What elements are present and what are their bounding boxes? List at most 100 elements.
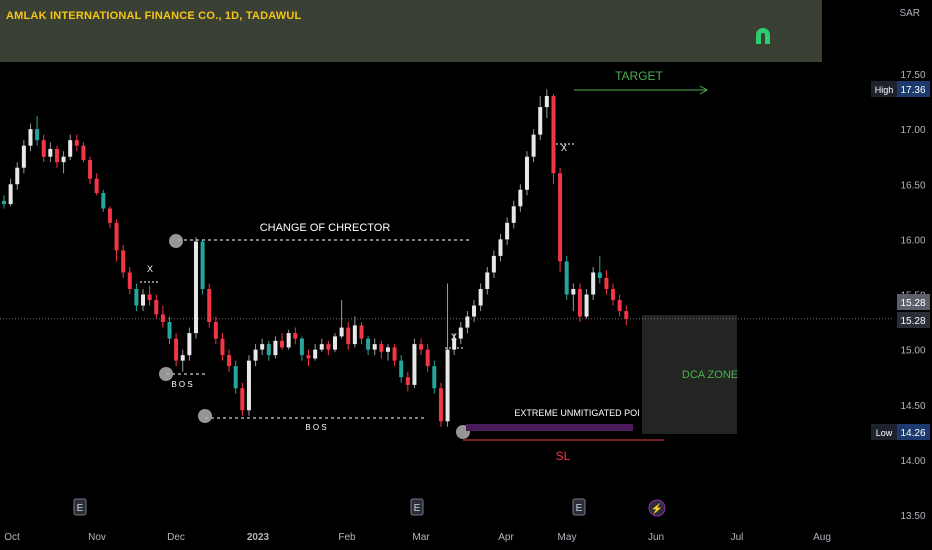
candle-body bbox=[240, 388, 245, 411]
axes-layer: 17.5017.0016.5016.0015.5015.0014.5014.00… bbox=[4, 70, 930, 543]
candle-body bbox=[505, 222, 510, 240]
candle-body bbox=[154, 300, 159, 315]
candle-body bbox=[352, 325, 357, 345]
poi-label: EXTREME UNMITIGATED POI bbox=[514, 408, 639, 418]
candle-body bbox=[597, 272, 602, 278]
candle-body bbox=[180, 355, 185, 361]
current-price-tag: 15.28 bbox=[897, 312, 930, 328]
swing-marker-3 bbox=[198, 409, 212, 423]
candle-body bbox=[399, 360, 404, 378]
y-tick-label: 14.50 bbox=[900, 401, 925, 412]
earnings-letter: E bbox=[576, 503, 583, 514]
candle-body bbox=[524, 156, 529, 190]
candle-body bbox=[518, 189, 523, 207]
x-tick-label: Apr bbox=[498, 532, 514, 543]
candle-body bbox=[452, 338, 457, 350]
candle-body bbox=[2, 200, 6, 205]
earnings-icon bbox=[73, 498, 87, 516]
candle-body bbox=[551, 96, 556, 174]
swing-marker-1 bbox=[159, 367, 173, 381]
swing-marker-2 bbox=[169, 234, 183, 248]
sl-label: SL bbox=[556, 449, 571, 463]
candle-body bbox=[577, 288, 582, 317]
candle-body bbox=[41, 140, 46, 157]
annotations-layer: CHANGE OF CHRECTOR B O S B O S X X X TARGET EXT… bbox=[73, 69, 738, 517]
candle-body bbox=[538, 107, 543, 135]
earnings-marker-3[interactable]: E bbox=[572, 498, 586, 516]
candle-body bbox=[624, 311, 629, 319]
low-price-tag-value: 14.26 bbox=[900, 428, 925, 439]
candle-body bbox=[107, 208, 112, 223]
symbol-banner: AMLAK INTERNATIONAL FINANCE CO., 1D, TAD… bbox=[0, 0, 822, 62]
x-tick-label: Jun bbox=[648, 532, 664, 543]
candle-body bbox=[253, 349, 258, 361]
high-price-tag: High 17.36 bbox=[871, 81, 930, 97]
candle-body bbox=[174, 338, 179, 361]
earnings-icon bbox=[410, 498, 424, 516]
dca-zone-box bbox=[642, 315, 737, 434]
high-price-tag-label: High bbox=[875, 85, 894, 95]
candle-body bbox=[511, 206, 516, 223]
y-tick-label: 13.50 bbox=[900, 511, 925, 522]
candle-body bbox=[432, 366, 437, 389]
candle-body bbox=[412, 344, 417, 385]
low-price-tag-label: Low bbox=[876, 428, 893, 438]
candle-body bbox=[366, 338, 371, 350]
candle-body bbox=[478, 288, 483, 306]
candle-body bbox=[465, 316, 470, 328]
y-tick-label: 16.50 bbox=[900, 180, 925, 191]
candle-body bbox=[359, 325, 364, 339]
candle-body bbox=[313, 349, 318, 359]
x-tick-label: May bbox=[558, 532, 577, 543]
low-price-tag-label-bg bbox=[871, 424, 897, 440]
x-marker-3: X bbox=[561, 143, 567, 153]
high-price-tag-label-bg bbox=[871, 81, 897, 97]
earnings-letter: E bbox=[414, 503, 421, 514]
x-tick-label: Oct bbox=[4, 532, 20, 543]
candle-body bbox=[604, 277, 609, 289]
candle-body bbox=[280, 340, 285, 348]
x-marker-2: X bbox=[451, 332, 457, 342]
x-tick-label: Aug bbox=[813, 532, 831, 543]
x-tick-label: Feb bbox=[338, 532, 356, 543]
earnings-marker-2[interactable]: E bbox=[410, 498, 424, 516]
candle-body bbox=[591, 272, 596, 295]
candle-body bbox=[445, 349, 450, 422]
dividend-marker[interactable]: ⚡ bbox=[648, 499, 666, 517]
low-price-tag-value-bg bbox=[897, 424, 930, 440]
candle-body bbox=[207, 288, 212, 323]
y-tick-label: 17.50 bbox=[900, 70, 925, 81]
candle-body bbox=[227, 355, 232, 367]
prev-price-tag: 15.28 bbox=[897, 294, 930, 310]
candle-body bbox=[21, 145, 26, 168]
candle-body bbox=[419, 344, 424, 350]
candle-body bbox=[160, 314, 165, 323]
candle-body bbox=[68, 140, 73, 157]
candle-body bbox=[187, 333, 192, 356]
candle-body bbox=[266, 344, 271, 356]
candle-body bbox=[293, 333, 298, 339]
earnings-marker-1[interactable]: E bbox=[73, 498, 87, 516]
x-tick-label: Nov bbox=[88, 532, 106, 543]
magnet-icon[interactable] bbox=[754, 26, 772, 46]
candle-body bbox=[531, 134, 536, 157]
low-price-tag: Low 14.26 bbox=[871, 424, 930, 440]
candle-body bbox=[246, 360, 251, 411]
candle-body bbox=[584, 294, 589, 317]
candle-body bbox=[491, 255, 496, 273]
candle-body bbox=[81, 145, 86, 160]
candle-body bbox=[379, 344, 384, 352]
dividend-icon bbox=[648, 499, 666, 517]
candle-body bbox=[564, 261, 569, 295]
current-price-tag-value-bg bbox=[897, 312, 930, 328]
y-tick-label: 16.00 bbox=[900, 235, 925, 246]
y-tick-label: 15.00 bbox=[900, 346, 925, 357]
candle-body bbox=[299, 338, 304, 356]
candle-body bbox=[498, 239, 503, 256]
candle-body bbox=[147, 294, 152, 301]
candle-body bbox=[306, 355, 311, 359]
high-price-tag-value: 17.36 bbox=[900, 85, 925, 96]
prev-price-tag-value-bg bbox=[897, 294, 930, 310]
candle-body bbox=[346, 327, 351, 345]
